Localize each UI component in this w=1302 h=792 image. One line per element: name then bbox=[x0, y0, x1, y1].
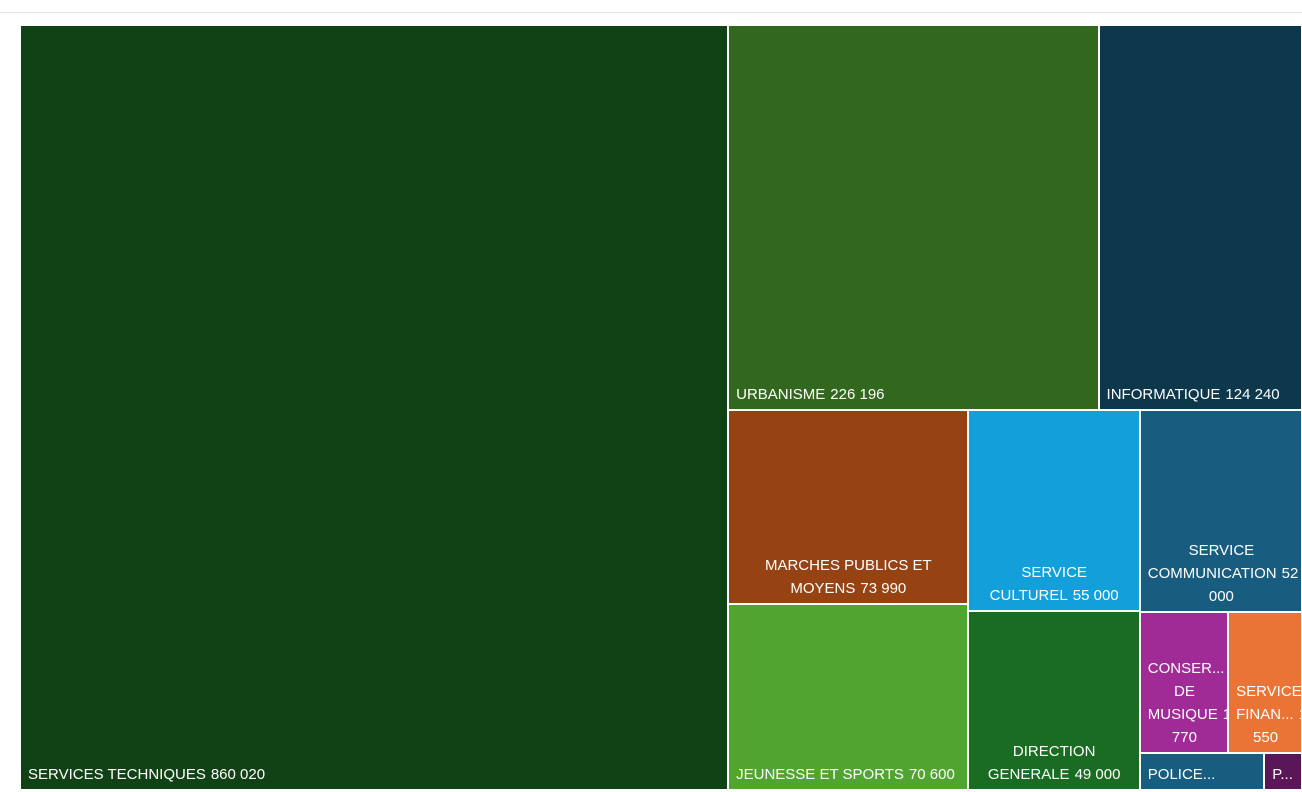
tile-label: SERVICE FINAN...16 550 bbox=[1229, 680, 1301, 752]
tile-label: JEUNESSE ET SPORTS 70 600 bbox=[729, 763, 961, 789]
value-label: 16 550 bbox=[1253, 706, 1301, 746]
tile-label: CONSER... DE MUSIQUE19 770 bbox=[1141, 657, 1227, 752]
treemap: SERVICES TECHNIQUES 860 020 URBANISME 226 1… bbox=[20, 25, 1302, 790]
treemap-tile: MARCHES PUBLICS ET MOYENS 73 990 bbox=[729, 410, 967, 604]
treemap-tile: SERVICE COMMUNICATION 52 000 bbox=[1140, 410, 1301, 611]
category-label: MARCHES PUBLICS ET MOYENS bbox=[764, 557, 932, 598]
value-label: 49 000 bbox=[1074, 765, 1121, 783]
treemap-tile: URBANISME 226 196 bbox=[729, 26, 1098, 409]
value-label: 226 196 bbox=[830, 385, 885, 403]
treemap-tile: SERVICE FINAN...16 550 bbox=[1229, 612, 1301, 752]
treemap-tile: JEUNESSE ET SPORTS 70 600 bbox=[729, 605, 967, 789]
tile-label: SERVICE COMMUNICATION 52 000 bbox=[1141, 539, 1301, 611]
treemap-tile: INFORMATIQUE 124 240 bbox=[1099, 26, 1301, 409]
value-label: 860 020 bbox=[210, 766, 266, 783]
category-label: SERVICE FINAN... bbox=[1236, 682, 1301, 723]
tile-label: MARCHES PUBLICS ET MOYENS 73 990 bbox=[729, 554, 966, 603]
tile-label: POLICE... bbox=[1141, 763, 1222, 789]
treemap-tile: POLICE... bbox=[1140, 753, 1264, 789]
treemap-tile: P... bbox=[1265, 753, 1301, 789]
tile-label: SERVICE CULTUREL 55 000 bbox=[969, 561, 1139, 610]
treemap-tile: SERVICES TECHNIQUES 860 020 bbox=[21, 26, 728, 789]
treemap-tile: DIRECTION GENERALE 49 000 bbox=[968, 611, 1139, 789]
value-label: 73 990 bbox=[860, 580, 907, 598]
value-label: 124 240 bbox=[1225, 385, 1280, 403]
category-label: CONSER... DE MUSIQUE bbox=[1147, 659, 1225, 723]
category-label: SERVICE CULTUREL bbox=[989, 563, 1087, 604]
treemap-tile: SERVICE CULTUREL 55 000 bbox=[968, 410, 1139, 610]
tile-label: P... bbox=[1265, 763, 1299, 789]
category-label: SERVICES TECHNIQUES bbox=[28, 766, 206, 783]
category-label: JEUNESSE ET SPORTS bbox=[736, 765, 904, 783]
visual-frame bbox=[0, 12, 1302, 792]
category-label: SERVICE COMMUNICATION bbox=[1147, 541, 1277, 582]
value-label: 52 000 bbox=[1208, 564, 1299, 605]
value-label: 55 000 bbox=[1072, 586, 1119, 604]
category-label: INFORMATIQUE bbox=[1106, 385, 1221, 403]
value-label: 70 600 bbox=[908, 765, 955, 783]
treemap-tile: CONSER... DE MUSIQUE19 770 bbox=[1140, 612, 1228, 752]
value-label: 19 770 bbox=[1171, 705, 1228, 746]
tile-label: INFORMATIQUE 124 240 bbox=[1100, 383, 1286, 409]
category-label: URBANISME bbox=[736, 385, 826, 403]
category-label: P... bbox=[1272, 765, 1293, 783]
category-label: DIRECTION GENERALE bbox=[987, 742, 1096, 783]
tile-label: URBANISME 226 196 bbox=[729, 383, 890, 409]
category-label: POLICE... bbox=[1147, 765, 1216, 783]
tile-label: SERVICES TECHNIQUES 860 020 bbox=[21, 763, 271, 789]
tile-label: DIRECTION GENERALE 49 000 bbox=[969, 740, 1139, 789]
